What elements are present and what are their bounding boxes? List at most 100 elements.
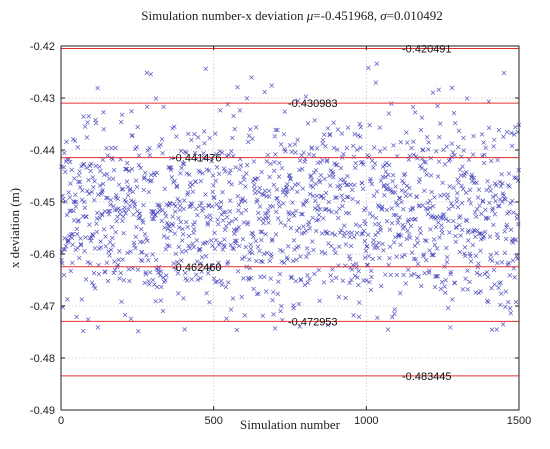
scatter-point <box>237 108 243 113</box>
scatter-point <box>504 129 510 135</box>
y-axis-ticks: -0.42 -0.43 -0.44 -0.45 -0.46 -0.47 -0.48 -0.49 <box>30 41 519 417</box>
scatter-point <box>506 171 512 176</box>
scatter-point <box>427 248 432 253</box>
scatter-point <box>366 65 371 71</box>
scatter-point <box>165 235 170 241</box>
scatter-point <box>262 274 267 280</box>
x-tick-label: 500 <box>204 415 222 427</box>
scatter-point <box>125 250 130 256</box>
scatter-point <box>392 311 397 316</box>
scatter-point <box>124 179 130 184</box>
scatter-point <box>314 146 320 151</box>
scatter-point <box>255 197 260 202</box>
scatter-point <box>243 207 249 213</box>
scatter-point <box>247 250 252 255</box>
scatter-point <box>396 234 401 239</box>
scatter-point <box>76 173 82 178</box>
scatter-point <box>62 247 68 252</box>
scatter-point <box>194 272 199 277</box>
scatter-point <box>328 273 333 278</box>
scatter-point <box>488 188 493 194</box>
scatter-point <box>106 176 112 181</box>
scatter-point <box>367 123 372 128</box>
scatter-point <box>486 125 492 131</box>
scatter-point <box>344 145 350 151</box>
scatter-point <box>254 258 259 264</box>
scatter-point <box>395 217 401 223</box>
scatter-point <box>499 291 504 296</box>
scatter-point <box>143 271 149 277</box>
scatter-point <box>219 278 224 284</box>
scatter-point <box>363 205 368 211</box>
scatter-point <box>488 158 494 164</box>
scatter-point <box>433 224 439 230</box>
scatter-point <box>415 156 420 161</box>
scatter-point <box>299 166 305 172</box>
scatter-point <box>504 222 510 228</box>
scatter-point <box>203 192 208 197</box>
scatter-point <box>470 242 476 248</box>
scatter-point <box>265 152 270 158</box>
scatter-point <box>184 171 190 176</box>
scatter-point <box>274 187 280 192</box>
scatter-point <box>458 233 463 238</box>
scatter-point <box>446 218 451 224</box>
scatter-point <box>295 189 300 195</box>
scatter-point <box>356 314 362 320</box>
scatter-point <box>167 165 172 170</box>
scatter-point <box>274 209 279 214</box>
scatter-point <box>189 202 195 207</box>
scatter-point <box>455 177 460 182</box>
scatter-point <box>227 198 233 203</box>
scatter-point <box>461 135 466 141</box>
scatter-point <box>201 151 206 156</box>
scatter-point <box>175 259 180 265</box>
scatter-point <box>419 115 425 120</box>
scatter-point <box>464 218 470 224</box>
scatter-point <box>81 161 87 167</box>
scatter-point <box>61 247 66 252</box>
scatter-point <box>175 271 181 276</box>
scatter-point <box>63 244 69 249</box>
scatter-point <box>486 215 491 221</box>
scatter-point <box>473 253 479 259</box>
y-tick-label: -0.48 <box>30 353 55 365</box>
scatter-point <box>348 182 354 187</box>
scatter-point <box>146 189 152 195</box>
scatter-point <box>77 255 82 261</box>
scatter-point <box>189 276 194 282</box>
scatter-point <box>302 159 307 164</box>
scatter-point <box>334 210 339 215</box>
title-mu-value: =-0.451968, <box>313 8 380 23</box>
scatter-point <box>166 223 172 229</box>
scatter-point <box>423 167 428 173</box>
scatter-point <box>114 218 119 224</box>
scatter-point <box>431 252 436 258</box>
scatter-point <box>476 187 482 192</box>
scatter-point <box>162 186 168 192</box>
scatter-point <box>444 144 449 149</box>
scatter-point <box>474 206 480 212</box>
scatter-point <box>199 255 205 260</box>
scatter-point <box>501 70 507 76</box>
scatter-point <box>321 195 326 201</box>
scatter-point <box>273 232 279 237</box>
scatter-point <box>498 184 504 189</box>
scatter-point <box>349 267 355 272</box>
scatter-point <box>514 175 519 180</box>
scatter-point <box>457 167 463 173</box>
scatter-point <box>368 287 374 293</box>
scatter-point <box>218 108 223 113</box>
scatter-point <box>436 159 442 164</box>
scatter-point <box>140 239 146 245</box>
scatter-point <box>158 269 164 274</box>
scatter-point <box>121 214 126 219</box>
scatter-point <box>133 234 139 240</box>
scatter-point <box>317 180 323 185</box>
scatter-point <box>141 202 146 208</box>
scatter-point <box>212 230 217 236</box>
scatter-point <box>369 274 374 280</box>
scatter-point <box>408 223 414 229</box>
scatter-point <box>310 215 315 221</box>
scatter-point <box>163 277 168 283</box>
